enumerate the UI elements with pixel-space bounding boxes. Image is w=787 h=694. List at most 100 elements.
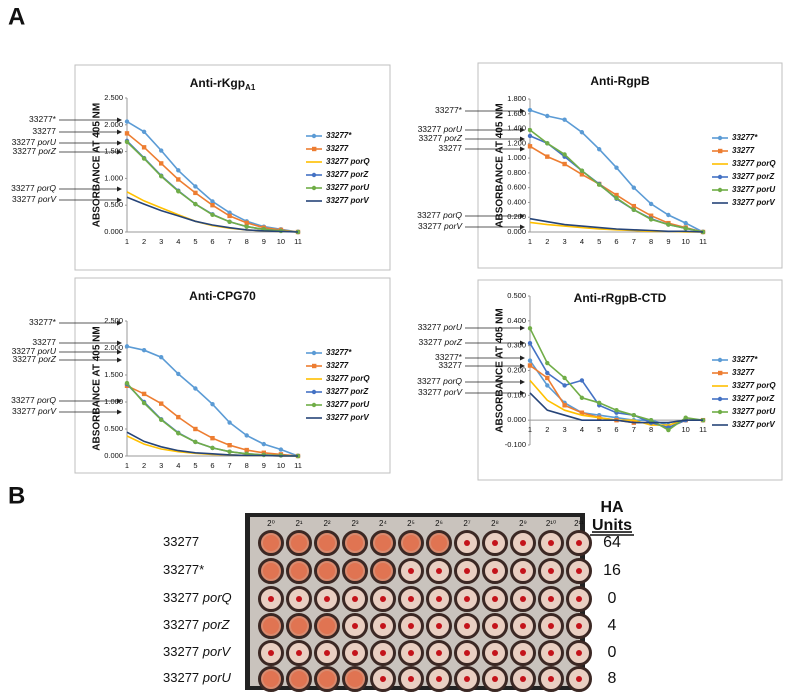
legend-marker bbox=[717, 135, 723, 141]
series-line bbox=[126, 196, 299, 233]
x-tick-label: 8 bbox=[649, 425, 653, 434]
legend-label: 33277 bbox=[326, 361, 349, 370]
data-point bbox=[124, 131, 130, 136]
x-tick-label: 7 bbox=[632, 425, 636, 434]
arrow-head bbox=[520, 224, 525, 230]
annotation: 33277 bbox=[438, 143, 462, 153]
x-tick-label: 8 bbox=[649, 237, 653, 246]
well-button bbox=[324, 596, 330, 602]
column-label: 2⁷ bbox=[463, 519, 470, 528]
well-button bbox=[576, 676, 582, 682]
x-tick-label: 1 bbox=[528, 425, 532, 434]
x-tick-label: 7 bbox=[228, 461, 232, 470]
y-axis-label: ABSORBANCE AT 405 NM bbox=[495, 308, 506, 432]
well-button bbox=[548, 596, 554, 602]
annotation: 33277 porU bbox=[418, 124, 463, 134]
well-button bbox=[492, 623, 498, 629]
annotation: 33277 porQ bbox=[417, 210, 462, 220]
well-button bbox=[464, 540, 470, 546]
y-tick-label: 0.600 bbox=[507, 183, 526, 192]
data-point bbox=[210, 445, 215, 451]
legend-marker bbox=[312, 363, 317, 369]
x-tick-label: 4 bbox=[580, 237, 584, 246]
data-point bbox=[579, 378, 585, 383]
column-label: 2⁶ bbox=[435, 519, 443, 528]
data-point bbox=[545, 113, 550, 119]
legend-label: 33277 bbox=[326, 144, 349, 153]
annotation: 33277 bbox=[32, 337, 56, 347]
column-label: 2⁵ bbox=[407, 519, 415, 528]
data-point bbox=[562, 383, 567, 388]
well-button bbox=[436, 596, 442, 602]
legend-label: 33277* bbox=[326, 131, 352, 140]
data-point bbox=[210, 203, 215, 208]
series-line bbox=[126, 431, 298, 457]
data-point bbox=[176, 371, 181, 377]
arrow-head bbox=[520, 213, 525, 219]
data-point bbox=[193, 190, 198, 196]
legend-marker bbox=[718, 370, 723, 376]
x-tick-label: 2 bbox=[142, 461, 146, 470]
well-button bbox=[520, 596, 526, 602]
x-tick-label: 5 bbox=[193, 237, 197, 246]
arrow-head bbox=[520, 355, 525, 361]
arrow-head bbox=[520, 340, 525, 346]
well-mat bbox=[347, 535, 363, 551]
arrow-head bbox=[117, 357, 122, 363]
legend-label: 33277 porV bbox=[326, 196, 369, 205]
x-tick-label: 10 bbox=[682, 237, 690, 246]
x-tick-label: 8 bbox=[245, 237, 249, 246]
well-mat bbox=[319, 535, 335, 551]
x-tick-label: 6 bbox=[614, 237, 618, 246]
data-point bbox=[648, 213, 654, 218]
column-label: 2¹¹ bbox=[574, 519, 584, 528]
well-mat bbox=[263, 671, 279, 687]
well-mat bbox=[375, 563, 391, 579]
well-button bbox=[408, 650, 414, 656]
arrow-head bbox=[520, 390, 525, 396]
well-button bbox=[408, 568, 414, 574]
data-point bbox=[124, 119, 130, 124]
ha-units: 16 bbox=[603, 562, 621, 579]
annotation: 33277 bbox=[32, 126, 56, 136]
data-point bbox=[545, 154, 550, 159]
legend-label: 33277 porV bbox=[732, 198, 775, 207]
legend-label: 33277 porQ bbox=[732, 381, 776, 390]
annotation: 33277 bbox=[438, 360, 462, 370]
data-point bbox=[278, 447, 284, 452]
well-button bbox=[296, 650, 302, 656]
chart-frame bbox=[477, 279, 783, 481]
title-text: Anti-CPG70 bbox=[189, 289, 256, 303]
annotation: 33277 porZ bbox=[419, 337, 463, 347]
data-point bbox=[210, 212, 215, 218]
data-point bbox=[227, 443, 232, 448]
y-tick-label: 0.800 bbox=[507, 168, 526, 177]
data-point bbox=[176, 177, 181, 182]
legend-marker bbox=[717, 174, 723, 180]
data-point bbox=[614, 165, 619, 170]
data-point bbox=[527, 133, 533, 139]
well-button bbox=[408, 596, 414, 602]
y-tick-label: 2.500 bbox=[104, 93, 123, 102]
arrow-head bbox=[117, 186, 122, 192]
column-label: 2⁸ bbox=[491, 519, 499, 528]
data-point bbox=[597, 400, 602, 405]
y-tick-label: -0.100 bbox=[505, 440, 526, 449]
data-point bbox=[545, 360, 550, 366]
well-button bbox=[520, 568, 526, 574]
well-button bbox=[268, 650, 274, 656]
well-button bbox=[520, 540, 526, 546]
data-point bbox=[176, 189, 181, 194]
annotation: 33277 porZ bbox=[13, 354, 57, 364]
annotation: 33277 porV bbox=[418, 387, 463, 397]
data-point bbox=[227, 420, 232, 425]
arrow-head bbox=[520, 127, 525, 133]
well-button bbox=[492, 676, 498, 682]
chart-frame bbox=[477, 62, 783, 269]
data-point bbox=[244, 433, 249, 438]
chart-title: Anti-rKgpA1 bbox=[190, 76, 256, 92]
well-button bbox=[464, 623, 470, 629]
ha-units: 0 bbox=[608, 644, 617, 661]
y-axis-label: ABSORBANCE AT 405 NM bbox=[92, 103, 103, 227]
